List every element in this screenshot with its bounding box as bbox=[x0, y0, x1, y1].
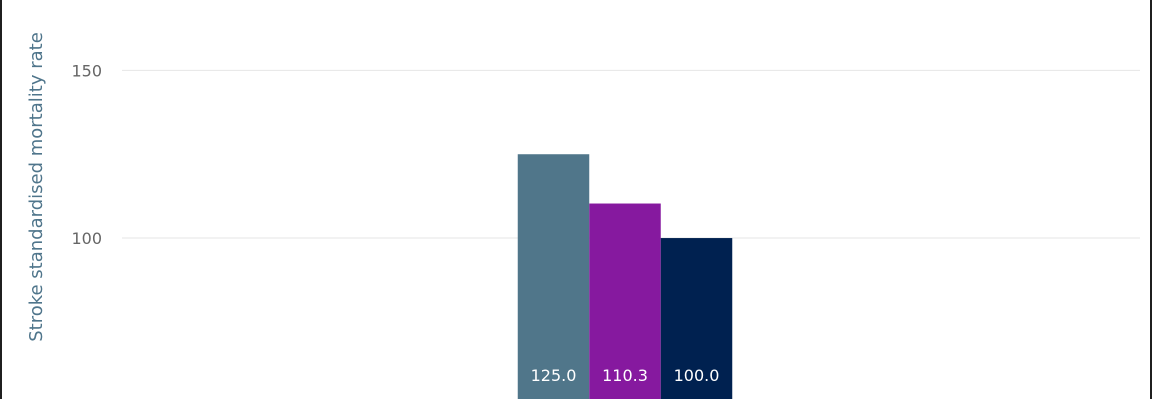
data-labels: 125.0 110.3 100.0 bbox=[531, 366, 720, 385]
bar-2 bbox=[589, 203, 661, 399]
bar-2-value-label: 110.3 bbox=[602, 366, 648, 385]
bar-1-value-label: 125.0 bbox=[531, 366, 577, 385]
y-tick-label-150: 150 bbox=[71, 61, 102, 80]
bars bbox=[517, 154, 733, 399]
bar-3-value-label: 100.0 bbox=[674, 366, 720, 385]
y-tick-labels: 100 150 bbox=[71, 61, 102, 248]
y-tick-label-100: 100 bbox=[71, 229, 102, 248]
y-axis-title: Stroke standardised mortality rate bbox=[26, 32, 47, 342]
bar-3 bbox=[660, 238, 733, 399]
bar-1 bbox=[517, 154, 590, 399]
